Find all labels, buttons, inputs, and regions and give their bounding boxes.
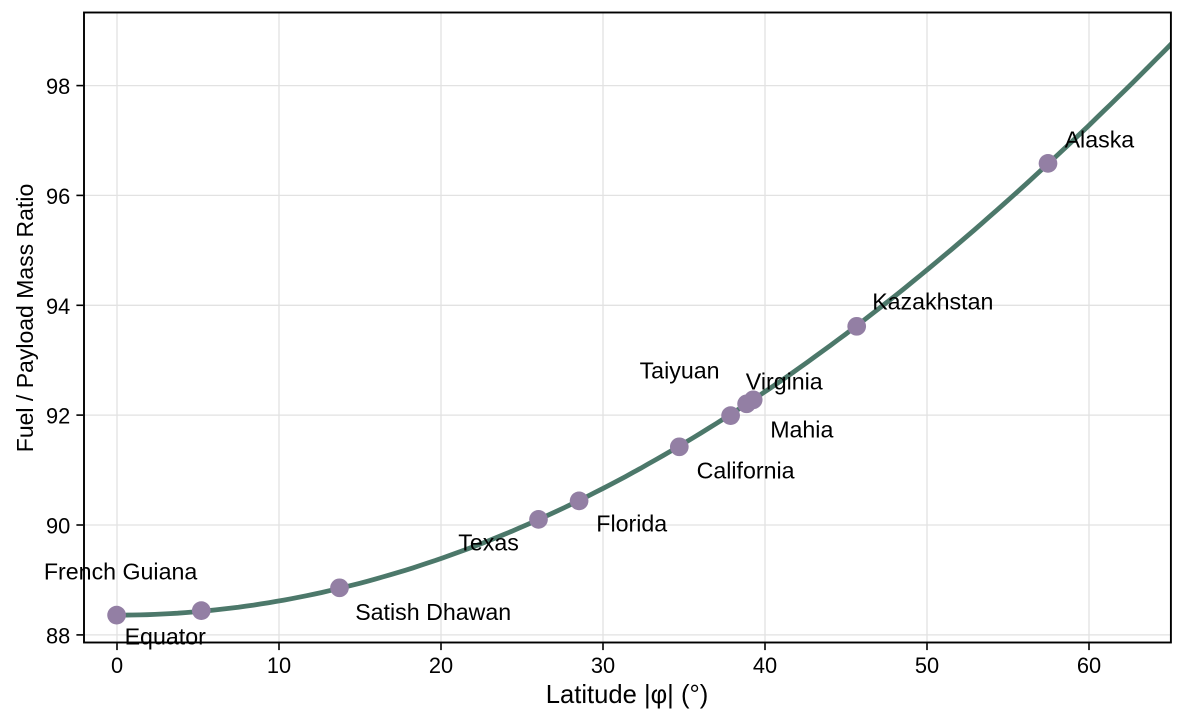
- svg-text:California: California: [697, 458, 795, 484]
- svg-text:Texas: Texas: [458, 530, 519, 556]
- svg-text:40: 40: [753, 653, 777, 678]
- svg-text:French Guiana: French Guiana: [44, 559, 197, 585]
- svg-text:98: 98: [46, 74, 70, 99]
- svg-text:Fuel / Payload Mass Ratio: Fuel / Payload Mass Ratio: [12, 184, 38, 452]
- svg-text:Mahia: Mahia: [770, 416, 833, 442]
- svg-text:90: 90: [46, 514, 70, 539]
- svg-text:20: 20: [429, 653, 453, 678]
- svg-text:0: 0: [111, 653, 123, 678]
- svg-text:94: 94: [46, 294, 70, 319]
- svg-text:Virginia: Virginia: [746, 369, 823, 395]
- svg-text:Satish Dhawan: Satish Dhawan: [355, 599, 511, 625]
- svg-text:10: 10: [267, 653, 291, 678]
- svg-text:Equator: Equator: [125, 623, 206, 649]
- svg-text:Taiyuan: Taiyuan: [640, 358, 720, 384]
- svg-text:Kazakhstan: Kazakhstan: [872, 289, 993, 315]
- svg-text:Alaska: Alaska: [1065, 127, 1135, 153]
- svg-text:50: 50: [915, 653, 939, 678]
- svg-text:60: 60: [1077, 653, 1101, 678]
- svg-text:Latitude |φ| (°): Latitude |φ| (°): [546, 681, 708, 709]
- svg-text:Florida: Florida: [596, 511, 667, 537]
- svg-text:92: 92: [46, 404, 70, 429]
- svg-text:30: 30: [591, 653, 615, 678]
- svg-text:88: 88: [46, 623, 70, 648]
- svg-text:96: 96: [46, 184, 70, 209]
